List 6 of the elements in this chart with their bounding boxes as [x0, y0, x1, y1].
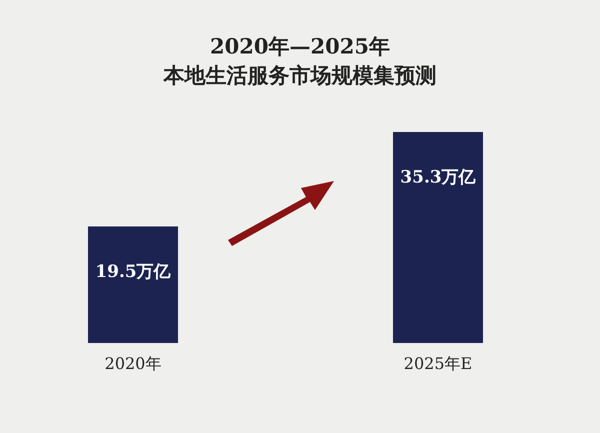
x-tick-label: 2020年: [104, 354, 162, 374]
chart-subtitle: 本地生活服务市场规模集预测: [162, 62, 436, 88]
data-label: 35.3万亿: [400, 167, 477, 188]
x-tick-label: 2025年E: [404, 354, 472, 374]
data-label: 19.5万亿: [95, 262, 172, 282]
chart-title: 2020年—2025年: [210, 33, 390, 58]
